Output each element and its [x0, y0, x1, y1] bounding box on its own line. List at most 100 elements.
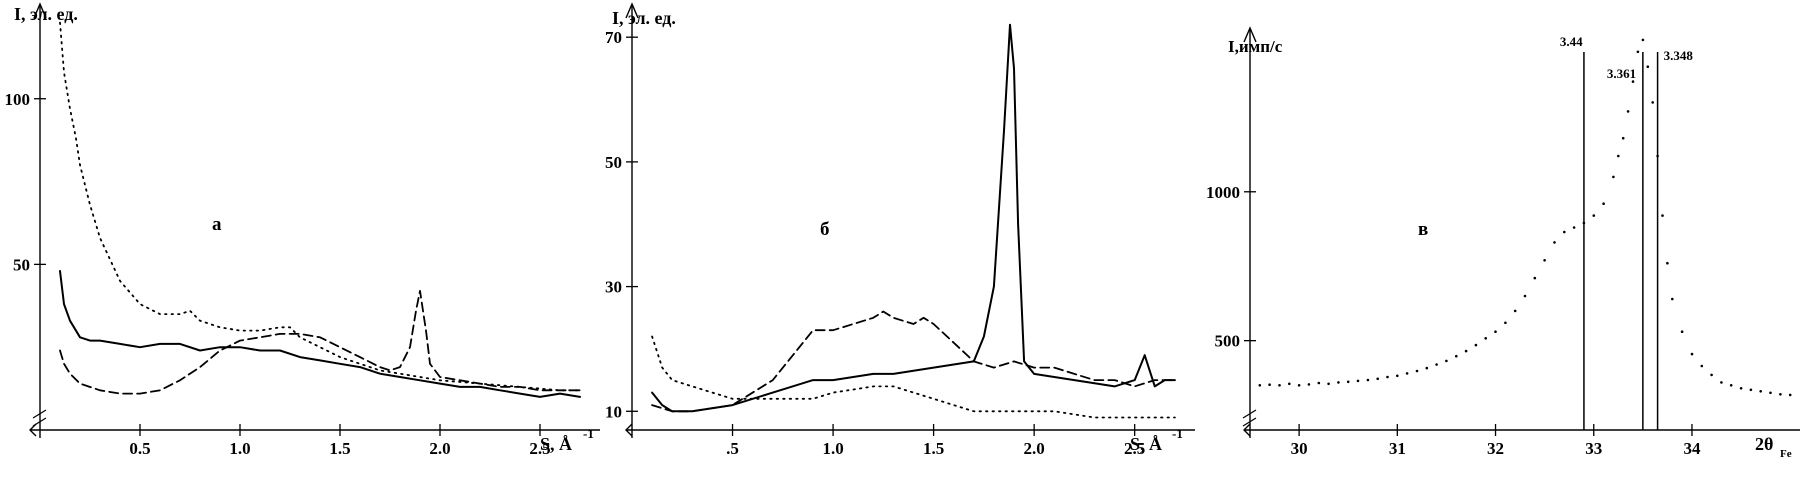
- panel-b-xtick-label: 1.5: [923, 439, 944, 458]
- panel-b-series-solid: [651, 23, 1176, 413]
- panel-c-point: [1641, 38, 1645, 42]
- panel-a-y-axis-arrow: [33, 2, 47, 19]
- panel-c-point: [1494, 330, 1497, 334]
- panel-c-point: [1749, 388, 1753, 392]
- panel-c-point: [1464, 349, 1468, 353]
- panel-c-ytick-label: 500: [1215, 332, 1241, 351]
- panel-a-plot: [59, 21, 581, 398]
- panel-a-xlabel: S, Å -1: [540, 426, 594, 454]
- panel-c-point: [1636, 50, 1640, 54]
- panel-c-xlabel-sub: Fe: [1780, 448, 1792, 460]
- panel-c-point: [1455, 354, 1458, 358]
- panel-c-point: [1386, 375, 1389, 379]
- panel-b-xlabel-text: S, Å: [1130, 434, 1162, 454]
- panel-b-xtick-label: 1.0: [822, 439, 843, 458]
- panel-c-point: [1626, 110, 1630, 113]
- panel-a-xtick-label: 1.0: [229, 439, 250, 458]
- panel-c-plot: [1258, 38, 1792, 397]
- panel-c-reflections: 3.44 3.361 3.348: [1560, 34, 1693, 430]
- panel-b: I, эл. ед. б S, Å -1 .5 1.0 1.5 2.0 2.5 10 30 5…: [605, 2, 1195, 458]
- panel-c-point: [1769, 391, 1772, 395]
- panel-c-xlabel: 2θ Fe: [1755, 434, 1792, 460]
- panel-c-panel-label: в: [1418, 219, 1428, 240]
- panel-c-xlabel-text: 2θ: [1755, 434, 1773, 454]
- panel-a-ylabel: I, эл. ед.: [14, 4, 78, 24]
- panel-c-ylabel: I,имп/с: [1228, 37, 1283, 56]
- panel-b-ylabel: I, эл. ед.: [612, 8, 676, 28]
- panel-c-point: [1690, 352, 1694, 356]
- panel-a-ticks: 0.5 1.0 1.5 2.0 2.5 50 100: [5, 90, 551, 458]
- panel-b-xlabel: S, Å -1: [1130, 426, 1183, 454]
- panel-c-point: [1307, 383, 1311, 386]
- panel-c-point: [1327, 382, 1330, 386]
- panel-a-series-solid: [59, 270, 581, 398]
- panel-c-point: [1425, 366, 1429, 370]
- panel-c-xtick-label: 34: [1683, 439, 1701, 458]
- panel-a: I, эл. ед. а S, Å -1 0.5 1.0 1.5 2.0 2.5 50 10…: [5, 2, 600, 458]
- panel-c-point: [1268, 383, 1271, 387]
- panel-c-point: [1513, 309, 1517, 313]
- panel-c-point: [1337, 381, 1340, 384]
- panel-b-plot: [651, 23, 1176, 419]
- panel-b-series-dotted: [651, 335, 1176, 419]
- panel-b-xtick-label: .5: [726, 439, 739, 458]
- panel-c-point: [1651, 101, 1654, 104]
- panel-c-point: [1661, 214, 1664, 217]
- panel-a-panel-label: а: [212, 214, 222, 235]
- panel-b-xtick-label: 2.0: [1024, 439, 1045, 458]
- panel-c-point: [1474, 343, 1478, 347]
- panel-c-y-axis-arrow: [1243, 26, 1257, 43]
- panel-c-point: [1617, 154, 1620, 158]
- panel-c-point: [1504, 321, 1507, 325]
- panel-c-point: [1666, 261, 1669, 265]
- reflection-label: 3.44: [1560, 34, 1583, 49]
- reflection-label: 3.348: [1664, 48, 1694, 63]
- panel-c-xtick-label: 33: [1585, 439, 1602, 458]
- panel-c-point: [1356, 379, 1360, 383]
- panel-a-xlabel-sup: -1: [583, 426, 594, 441]
- panel-c-ticks: 30 31 32 33 34 500 1000: [1206, 183, 1701, 458]
- panel-c-point: [1700, 364, 1704, 368]
- panel-c-point: [1553, 241, 1556, 244]
- panel-c-point: [1533, 276, 1537, 280]
- panel-c-point: [1543, 259, 1546, 262]
- panel-c-point: [1288, 382, 1291, 386]
- panel-c-point: [1258, 384, 1262, 387]
- panel-c-point: [1366, 378, 1370, 382]
- panel-c-point: [1415, 369, 1419, 373]
- panel-b-ticks: .5 1.0 1.5 2.0 2.5 10 30 50 70: [605, 28, 1145, 458]
- panel-a-xtick-label: 1.5: [329, 439, 350, 458]
- panel-c-point: [1563, 230, 1566, 234]
- panel-c-axis-break: [1242, 409, 1257, 427]
- panel-b-panel-label: б: [820, 219, 830, 240]
- panel-b-series-dashed: [651, 310, 1176, 413]
- panel-b-ytick-label: 50: [605, 153, 622, 172]
- panel-a-ytick-label: 50: [13, 255, 30, 274]
- panel-c-point: [1572, 226, 1576, 229]
- panel-c-point: [1710, 373, 1713, 377]
- panel-c-point: [1779, 393, 1782, 396]
- panel-c-point: [1631, 80, 1635, 83]
- panel-c-point: [1602, 202, 1605, 205]
- panel-c-point: [1376, 377, 1379, 381]
- panel-c-point: [1621, 136, 1625, 140]
- panel-b-ytick-label: 30: [605, 278, 622, 297]
- panel-c-point: [1297, 384, 1301, 387]
- panel-c-point: [1317, 381, 1321, 385]
- panel-a-axes: [29, 2, 600, 438]
- panel-a-series-dashed: [59, 289, 581, 395]
- panel-c-xtick-label: 30: [1291, 439, 1308, 458]
- panel-c-point: [1523, 294, 1527, 298]
- panel-c-xtick-label: 32: [1487, 439, 1504, 458]
- reflection-label: 3.361: [1607, 66, 1636, 81]
- panel-b-xtick-label: 2.5: [1124, 439, 1145, 458]
- panel-b-xlabel-sup: -1: [1172, 426, 1183, 441]
- panel-a-ytick-label: 100: [5, 90, 31, 109]
- panel-c-ytick-label: 1000: [1206, 183, 1240, 202]
- panel-c-axes: [1242, 26, 1800, 438]
- panel-a-xtick-label: 2.5: [529, 439, 550, 458]
- panel-b-ytick-label: 10: [605, 402, 622, 421]
- panel-c-point: [1592, 214, 1596, 217]
